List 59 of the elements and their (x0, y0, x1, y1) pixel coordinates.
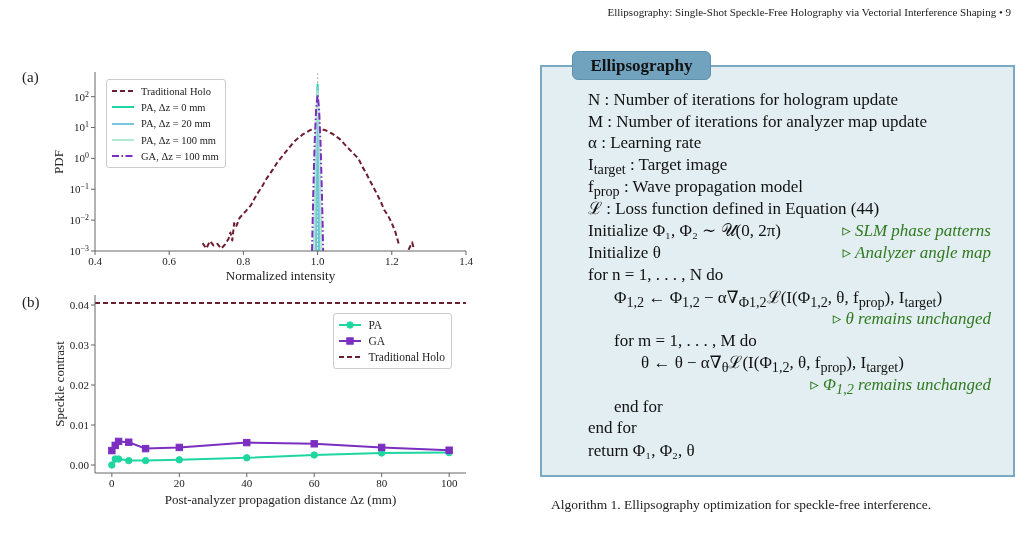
text: Algorithm 1. Ellipsography optimization for speckle-free interference. (551, 496, 932, 514)
x-tick-label: 100 (440, 477, 458, 490)
text: Initialize Φ₁, Φ₂ ∼ 𝒰(0, 2π) (588, 220, 782, 242)
y-tick-label: 10$^{2}$ (74, 89, 90, 103)
text: f$_{prop}$ : Wave propagation model (588, 177, 804, 200)
text: Initialize θ (588, 242, 661, 264)
y-tick-label: 10$^{0}$ (74, 150, 90, 165)
y-tick-label: 0.01 (69, 418, 89, 431)
x-tick-label: 1.2 (384, 255, 399, 268)
text: ▹ θ remains unchanged (832, 309, 991, 330)
y-axis-title: PDF (51, 149, 66, 174)
x-tick-label: 40 (241, 477, 253, 490)
text: (a) (22, 69, 39, 85)
y-tick-label: 0.03 (69, 338, 90, 351)
x-tick-label: 1.0 (310, 255, 325, 268)
legend-label: GA, Δz = 100 mm (141, 150, 219, 162)
legend-label: PA, Δz = 0 mm (141, 101, 206, 113)
title-tab: Ellipsography (572, 51, 711, 80)
text: N : Number of iterations for hologram update (588, 89, 899, 111)
y-tick-label: 0.02 (69, 378, 89, 391)
legend-label: GA (368, 335, 386, 347)
text: end for (614, 396, 663, 418)
y-axis-title: Speckle contrast (52, 341, 67, 427)
text: end for (588, 417, 637, 439)
text: ▹ Analyzer angle map (842, 242, 991, 264)
x-tick-label: 1.4 (459, 255, 474, 268)
x-axis-title: Post-analyzer propagation distance Δz (mm) (164, 492, 397, 507)
text: ▹ SLM phase patterns (842, 220, 991, 242)
text: α : Learning rate (588, 132, 702, 154)
y-tick-label: 0.00 (69, 458, 90, 471)
y-tick-label: 10$^{1}$ (74, 119, 90, 134)
x-tick-label: 0 (109, 477, 116, 490)
x-tick-label: 0.6 (162, 255, 177, 268)
text: return Φ₁, Φ₂, θ (588, 440, 695, 462)
legend-label: PA, Δz = 20 mm (141, 118, 211, 130)
x-tick-label: 60 (308, 477, 321, 490)
text: Φ$_{1,2}$ ← Φ$_{1,2}$ − α∇$_{Φ1,2}$ℒ(I(Φ$_{1,2}$, θ, f$_{prop}$), I$_{target}$) (614, 288, 943, 311)
x-tick-label: 20 (173, 477, 186, 490)
text: I$_{target}$ : Target image (588, 155, 728, 178)
text: θ ← θ − α∇$_{θ}$ℒ(I(Φ$_{1,2}$, θ, f$_{prop}$), I$_{target}$) (641, 353, 904, 376)
x-axis-title: Normalized intensity (225, 268, 336, 283)
text: for n = 1, . . . , N do (588, 264, 724, 286)
y-tick-label: 0.04 (69, 298, 90, 311)
text: (b) (22, 294, 40, 310)
legend-label: PA (368, 319, 383, 331)
text: M : Number of iterations for analyzer map update (588, 111, 927, 133)
y-tick-label: 10$^{−2}$ (69, 212, 90, 226)
text: Ellipsography: Single-Shot Speckle-Free Holography via Vectorial Interference Shaping • 9 (607, 5, 1011, 20)
legend-label: Traditional Holo (368, 351, 445, 363)
text: ℒ : Loss function defined in Equation (44) (588, 199, 880, 220)
legend-label: PA, Δz = 100 mm (141, 134, 217, 146)
text: for m = 1, . . . , M do (614, 330, 757, 352)
x-tick-label: 80 (376, 477, 388, 490)
x-tick-label: 0.8 (236, 255, 251, 268)
legend-label: Traditional Holo (141, 85, 211, 97)
y-tick-label: 10$^{−1}$ (69, 181, 90, 196)
y-tick-label: 10$^{−3}$ (69, 243, 90, 257)
text: ▹ Φ$_{1,2}$ remains unchanged (810, 375, 991, 400)
x-tick-label: 0.4 (88, 255, 103, 268)
